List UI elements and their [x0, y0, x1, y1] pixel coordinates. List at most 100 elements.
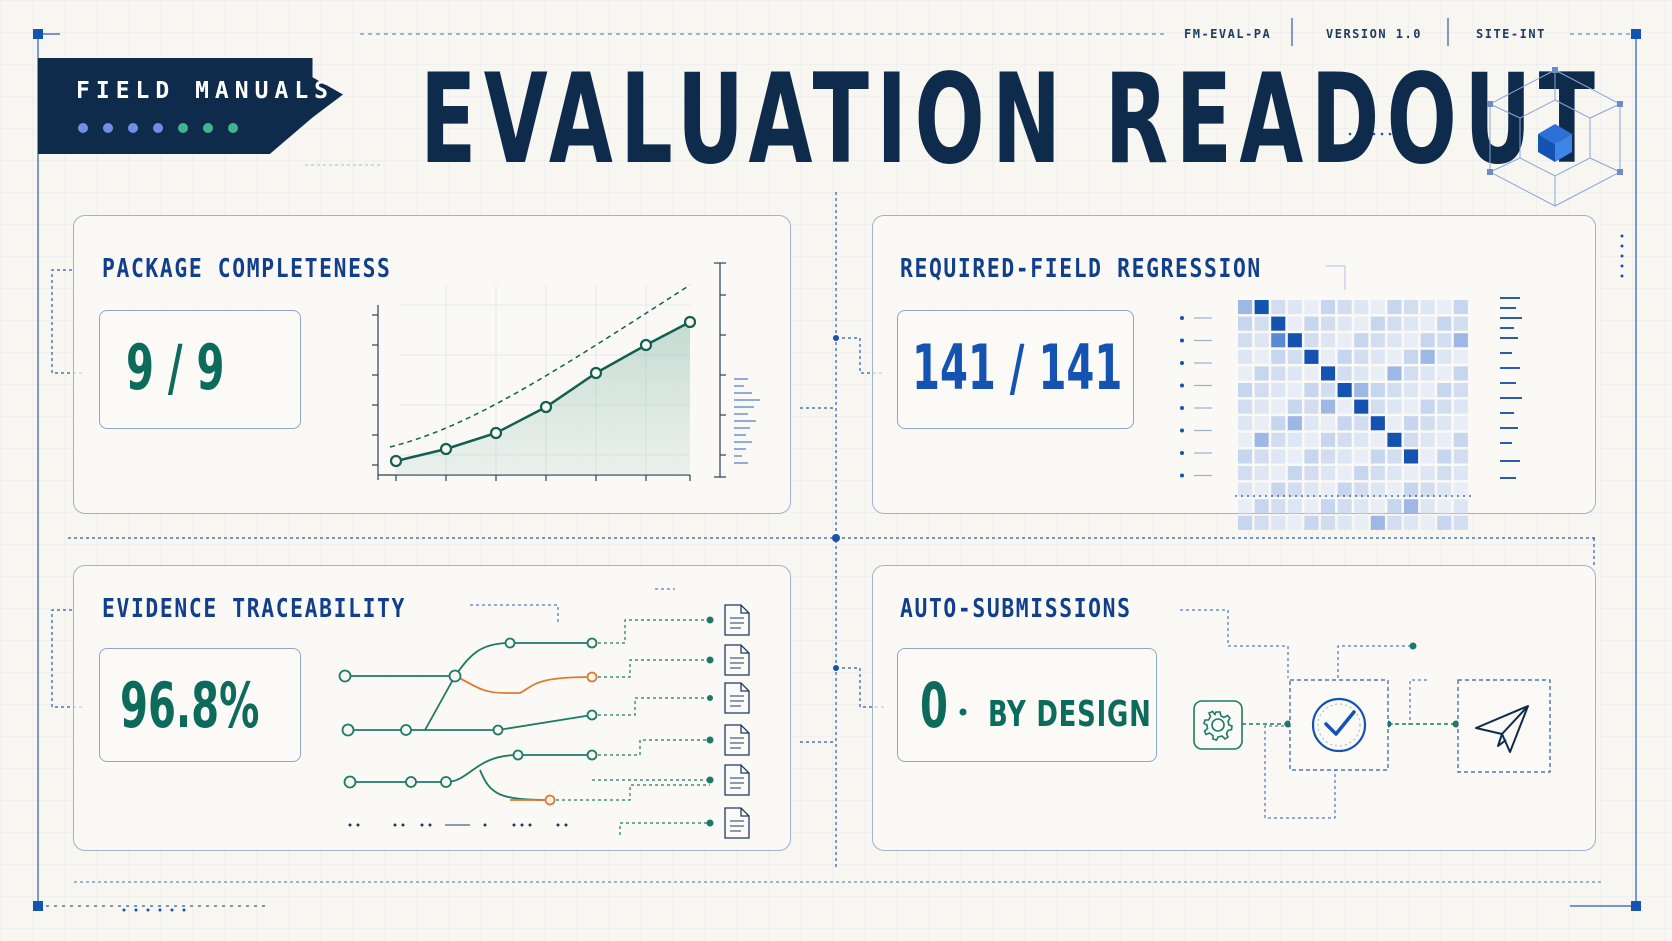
brand-dot: [78, 123, 88, 133]
matrix-cell: [1420, 416, 1435, 431]
matrix-cell: [1354, 449, 1369, 464]
matrix-cell: [1354, 399, 1369, 414]
matrix-cell: [1238, 399, 1253, 414]
matrix-cell: [1321, 482, 1336, 497]
matrix-cell: [1304, 316, 1319, 331]
matrix-cell: [1238, 466, 1253, 481]
matrix-cell: [1354, 300, 1369, 315]
matrix-cell: [1287, 333, 1302, 348]
matrix-cell: [1437, 432, 1452, 447]
matrix-cell: [1437, 499, 1452, 514]
matrix-cell: [1370, 449, 1385, 464]
matrix-cell: [1420, 499, 1435, 514]
matrix-cell: [1271, 349, 1286, 364]
matrix-cell: [1404, 383, 1419, 398]
matrix-cell: [1321, 449, 1336, 464]
matrix-cell: [1271, 515, 1286, 530]
metric-box-completeness: [99, 310, 301, 429]
matrix-cell: [1254, 499, 1269, 514]
matrix-cell: [1271, 366, 1286, 381]
matrix-cell: [1387, 416, 1402, 431]
matrix-cell: [1337, 515, 1352, 530]
matrix-cell: [1271, 416, 1286, 431]
matrix-cell: [1420, 449, 1435, 464]
matrix-cell: [1287, 316, 1302, 331]
matrix-cell: [1404, 499, 1419, 514]
matrix-cell: [1404, 349, 1419, 364]
brand-label: FIELD MANUALS: [76, 78, 335, 104]
matrix-cell: [1337, 466, 1352, 481]
matrix-cell: [1453, 300, 1468, 315]
matrix-cell: [1304, 449, 1319, 464]
metric-value-completeness: 9 / 9: [126, 331, 225, 404]
matrix-cell: [1453, 482, 1468, 497]
check-circle-icon: [1289, 679, 1389, 771]
matrix-cell: [1254, 383, 1269, 398]
matrix-cell: [1453, 449, 1468, 464]
matrix-cell: [1254, 399, 1269, 414]
matrix-cell: [1453, 383, 1468, 398]
matrix-cell: [1354, 333, 1369, 348]
matrix-cell: [1337, 399, 1352, 414]
metric-box-traceability: [99, 648, 301, 762]
matrix-cell: [1304, 366, 1319, 381]
matrix-cell: [1354, 482, 1369, 497]
paper-plane-icon: [1457, 679, 1551, 773]
document-icon: [724, 604, 750, 636]
matrix-cell: [1437, 300, 1452, 315]
matrix-cell: [1304, 300, 1319, 315]
brand-dot: [103, 123, 113, 133]
matrix-cell: [1437, 383, 1452, 398]
matrix-cell: [1254, 466, 1269, 481]
matrix-cell: [1420, 349, 1435, 364]
matrix-cell: [1321, 399, 1336, 414]
matrix-cell: [1271, 333, 1286, 348]
matrix-cell: [1370, 432, 1385, 447]
matrix-cell: [1287, 399, 1302, 414]
matrix-cell: [1387, 482, 1402, 497]
matrix-cell: [1304, 466, 1319, 481]
matrix-cell: [1404, 399, 1419, 414]
auto-flow: [1180, 609, 1551, 819]
matrix-cell: [1254, 449, 1269, 464]
page-title: EVALUATION READOUT: [420, 48, 1603, 192]
matrix-cell: [1387, 383, 1402, 398]
matrix-cell: [1271, 499, 1286, 514]
matrix-cell: [1321, 432, 1336, 447]
matrix-cell: [1271, 432, 1286, 447]
matrix-cell: [1404, 482, 1419, 497]
matrix-cell: [1453, 515, 1468, 530]
matrix-cell: [1254, 333, 1269, 348]
matrix-cell: [1254, 482, 1269, 497]
matrix-cell: [1404, 300, 1419, 315]
matrix-cell: [1453, 316, 1468, 331]
matrix-cell: [1370, 349, 1385, 364]
matrix-cell: [1304, 333, 1319, 348]
matrix-cell: [1387, 499, 1402, 514]
meta-version: VERSION 1.0: [1326, 27, 1422, 41]
matrix-cell: [1304, 416, 1319, 431]
completeness-chart: [372, 262, 760, 481]
matrix-cell: [1387, 333, 1402, 348]
matrix-cell: [1304, 383, 1319, 398]
matrix-cell: [1254, 366, 1269, 381]
matrix-cell: [1238, 349, 1253, 364]
matrix-cell: [1370, 333, 1385, 348]
matrix-cell: [1287, 515, 1302, 530]
matrix-cell: [1271, 449, 1286, 464]
matrix-cell: [1387, 366, 1402, 381]
matrix-cell: [1453, 432, 1468, 447]
matrix-cell: [1354, 466, 1369, 481]
matrix-cell: [1254, 349, 1269, 364]
matrix-cell: [1453, 349, 1468, 364]
metric-suffix-auto: BY DESIGN: [988, 694, 1152, 735]
matrix-cell: [1453, 366, 1468, 381]
matrix-cell: [1321, 349, 1336, 364]
matrix-cell: [1404, 416, 1419, 431]
matrix-cell: [1404, 466, 1419, 481]
matrix-cell: [1453, 499, 1468, 514]
matrix-cell: [1404, 515, 1419, 530]
matrix-cell: [1287, 416, 1302, 431]
cube-icon: [1487, 67, 1623, 207]
